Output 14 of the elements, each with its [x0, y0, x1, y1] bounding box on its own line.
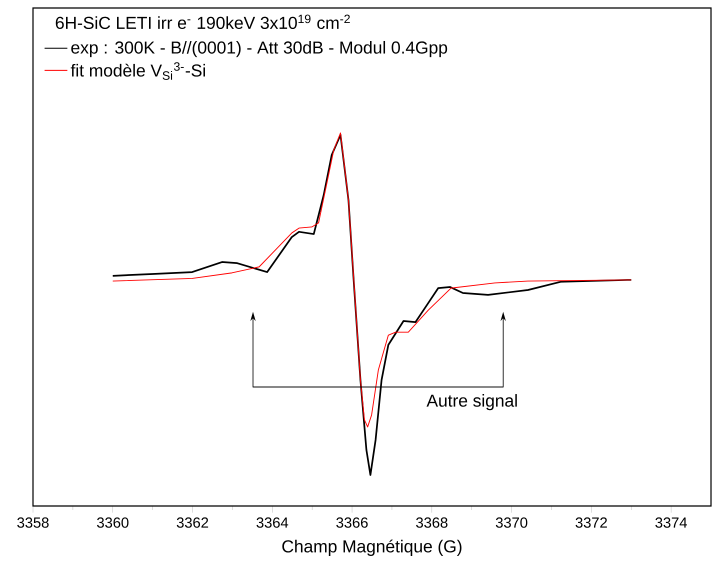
x-tick-label: 3364	[256, 517, 288, 528]
x-tick-label: 3360	[97, 517, 128, 528]
x-tick-label: 3372	[576, 517, 607, 528]
x-tick-label: 3358	[17, 517, 49, 528]
legend-label: fit modèle V$_{Si}$$^{3-}$-Si	[70, 62, 205, 80]
x-tick-label: 3374	[655, 517, 687, 528]
x-axis-title: Champ Magnétique (G)	[282, 540, 462, 556]
annotation: Autre signal	[426, 394, 517, 410]
x-tick-label: 3368	[416, 517, 448, 528]
legend-title: 6H-SiC LETI irr e$^{-}$ 190keV 3x10$^{19}$ cm$^{-2}$	[56, 14, 350, 30]
x-tick-label: 3366	[336, 517, 368, 528]
legend-label: exp : 300K - B//(0001) - Att 30dB - Modul 0.4Gpp	[71, 40, 448, 58]
x-tick-label: 3362	[176, 517, 208, 528]
x-tick-label: 3370	[496, 517, 528, 528]
